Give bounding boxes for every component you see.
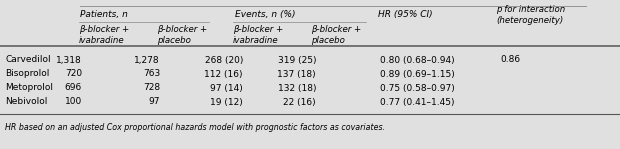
- Text: 0.80 (0.68–0.94): 0.80 (0.68–0.94): [380, 55, 454, 65]
- Text: 1,278: 1,278: [135, 55, 160, 65]
- Text: 22 (16): 22 (16): [283, 97, 316, 107]
- Text: β-blocker +
placebo: β-blocker + placebo: [311, 25, 361, 45]
- Text: 728: 728: [143, 83, 160, 93]
- Text: Patients, n: Patients, n: [80, 10, 128, 20]
- Text: 1,318: 1,318: [56, 55, 82, 65]
- Text: p for interaction
(heterogeneity): p for interaction (heterogeneity): [496, 5, 565, 25]
- Text: 696: 696: [64, 83, 82, 93]
- Text: Nebivolol: Nebivolol: [5, 97, 47, 107]
- Text: 720: 720: [65, 69, 82, 79]
- Text: 0.86: 0.86: [500, 55, 520, 65]
- Text: 137 (18): 137 (18): [277, 69, 316, 79]
- Text: 97: 97: [149, 97, 160, 107]
- Text: β-blocker +
ivabradine: β-blocker + ivabradine: [79, 25, 129, 45]
- Text: β-blocker +
ivabradine: β-blocker + ivabradine: [233, 25, 283, 45]
- Text: 132 (18): 132 (18): [278, 83, 316, 93]
- Text: Carvedilol: Carvedilol: [5, 55, 51, 65]
- Text: Bisoprolol: Bisoprolol: [5, 69, 50, 79]
- Text: 97 (14): 97 (14): [210, 83, 243, 93]
- Text: 19 (12): 19 (12): [210, 97, 243, 107]
- Text: 100: 100: [64, 97, 82, 107]
- Text: β-blocker +
placebo: β-blocker + placebo: [157, 25, 207, 45]
- Text: 763: 763: [143, 69, 160, 79]
- Text: 0.75 (0.58–0.97): 0.75 (0.58–0.97): [380, 83, 454, 93]
- Text: Metoprolol: Metoprolol: [5, 83, 53, 93]
- Text: 0.89 (0.69–1.15): 0.89 (0.69–1.15): [380, 69, 454, 79]
- Text: 319 (25): 319 (25): [278, 55, 316, 65]
- Text: 0.77 (0.41–1.45): 0.77 (0.41–1.45): [380, 97, 454, 107]
- Text: Events, n (%): Events, n (%): [235, 10, 296, 20]
- Text: 268 (20): 268 (20): [205, 55, 243, 65]
- Text: 112 (16): 112 (16): [205, 69, 243, 79]
- Text: HR based on an adjusted Cox proportional hazards model with prognostic factors a: HR based on an adjusted Cox proportional…: [5, 124, 385, 132]
- Text: HR (95% CI): HR (95% CI): [378, 10, 433, 20]
